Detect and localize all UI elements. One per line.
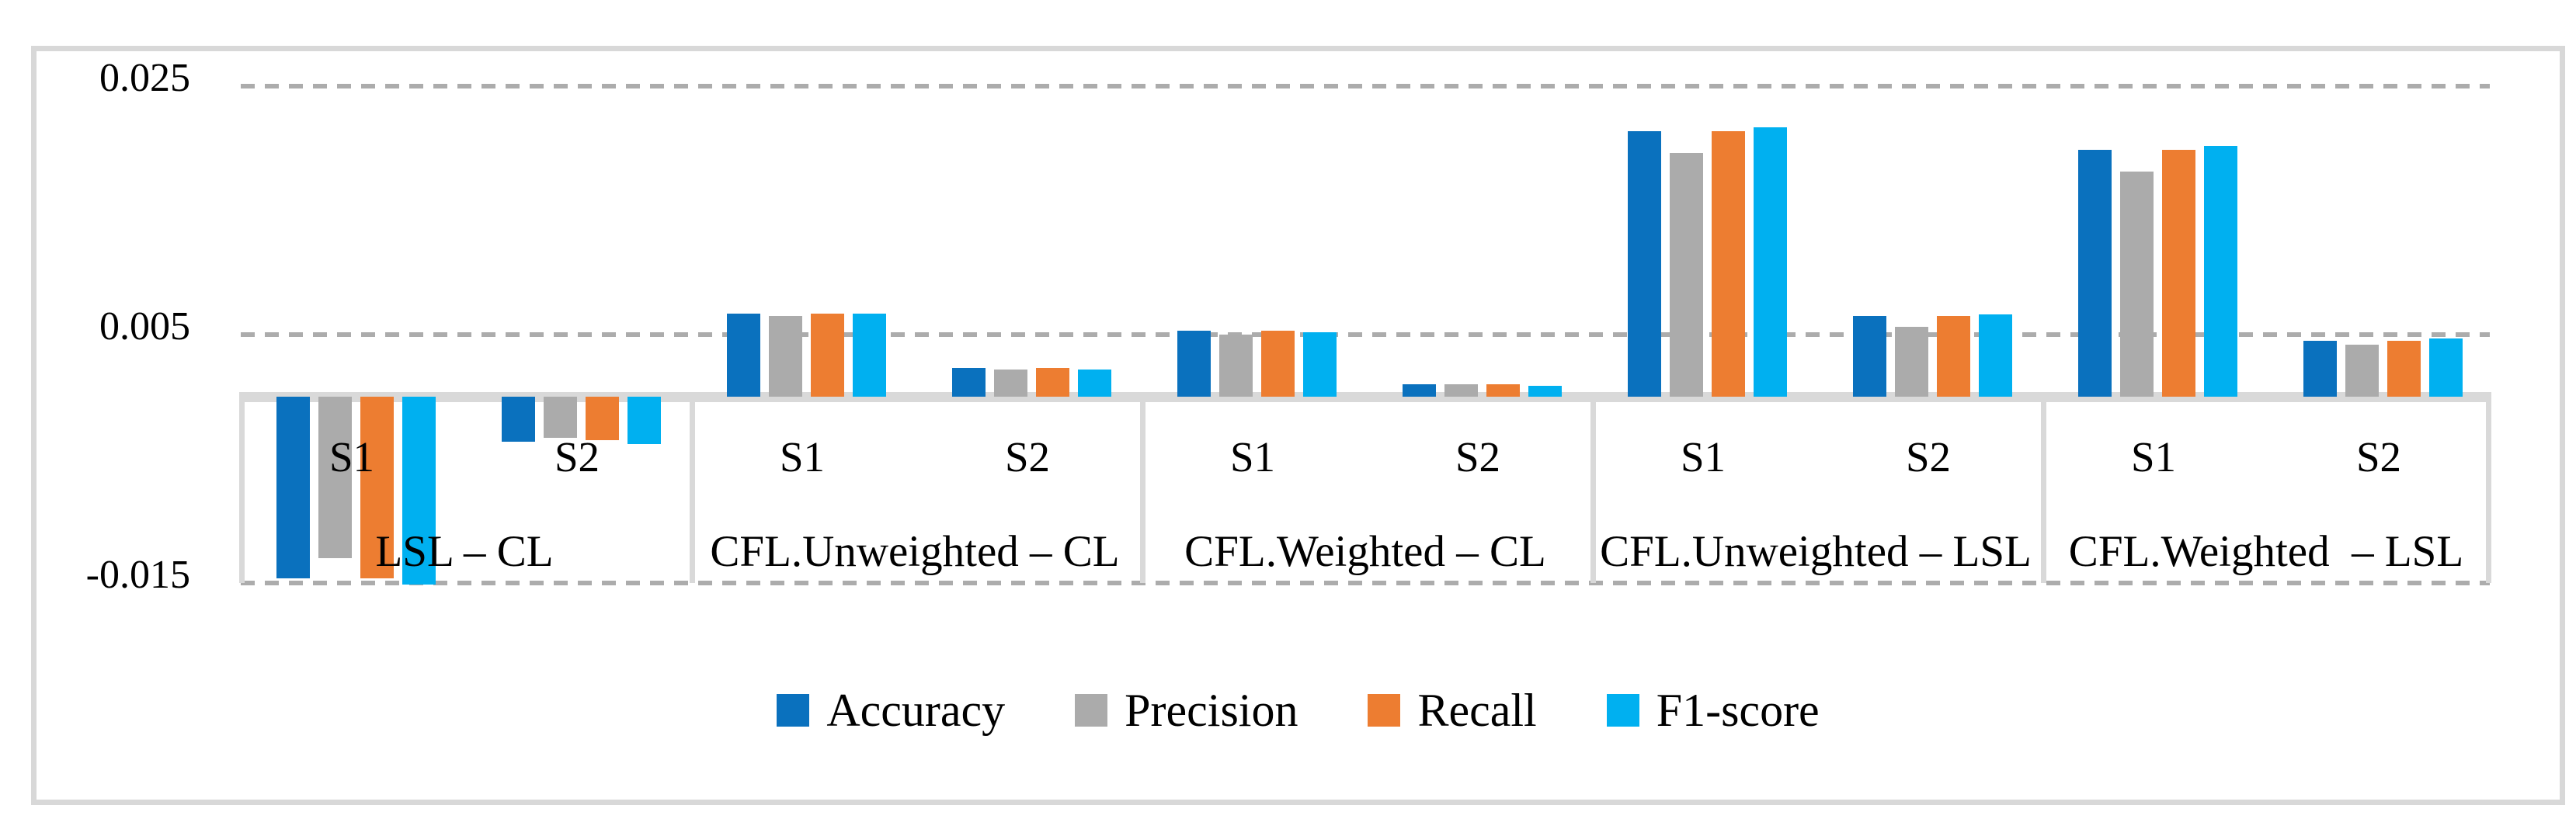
- bar-f1-score: [2429, 338, 2463, 397]
- bar-recall: [1712, 131, 1745, 397]
- bar-recall: [2387, 341, 2421, 397]
- bar-f1-score: [402, 397, 436, 585]
- x-axis-subgroup-label: S1: [1680, 433, 1726, 481]
- x-axis-subgroup-label: S1: [329, 433, 375, 481]
- bar-precision: [769, 316, 802, 397]
- bar-recall: [1486, 384, 1520, 397]
- bar-precision: [318, 397, 352, 558]
- bar-f1-score: [2204, 146, 2237, 397]
- legend-item-accuracy: Accuracy: [777, 687, 1005, 734]
- category-separator: [690, 397, 695, 583]
- legend-label: Accuracy: [826, 685, 1006, 736]
- bar-recall: [1261, 331, 1295, 397]
- bar-precision: [1219, 335, 1253, 397]
- bar-recall: [1036, 368, 1069, 397]
- gridline-0.025: [241, 84, 2490, 88]
- x-axis-subgroup-label: S2: [2355, 433, 2402, 481]
- x-axis-subgroup-label: S2: [1905, 433, 1952, 481]
- x-axis-subgroup-label: S1: [1229, 433, 1276, 481]
- legend-label: Recall: [1417, 685, 1537, 736]
- gridline-0.005: [241, 332, 2490, 337]
- bar-accuracy: [2303, 341, 2337, 397]
- bar-f1-score: [853, 314, 886, 397]
- y-axis-tick-label: -0.015: [85, 553, 190, 597]
- bar-recall: [2162, 150, 2195, 397]
- category-separator: [1140, 397, 1145, 583]
- x-axis-line: [239, 392, 2491, 402]
- x-axis-subgroup-label: S1: [779, 433, 826, 481]
- bar-accuracy: [1853, 316, 1886, 397]
- legend-item-f1-score: F1-score: [1606, 685, 1820, 736]
- legend-swatch-icon: [1075, 694, 1108, 727]
- bar-precision: [1444, 384, 1478, 397]
- legend-swatch-icon: [1606, 694, 1639, 727]
- y-axis-tick-label: 0.005: [99, 304, 190, 349]
- bar-accuracy: [1177, 331, 1211, 397]
- x-axis-subgroup-label: S2: [1004, 433, 1051, 481]
- bar-precision: [1670, 153, 1703, 397]
- legend-item-precision: Precision: [1075, 687, 1298, 734]
- bar-f1-score: [1754, 127, 1787, 397]
- x-axis-group-label: CFL.Weighted – CL: [1184, 527, 1546, 576]
- bar-accuracy: [1628, 131, 1661, 397]
- bar-precision: [994, 370, 1027, 397]
- category-separator: [2041, 397, 2046, 583]
- bar-accuracy: [1403, 384, 1436, 397]
- bar-accuracy: [952, 368, 986, 397]
- category-separator: [1590, 397, 1596, 583]
- figure-border: [31, 46, 2565, 805]
- x-axis-subgroup-label: S2: [1455, 433, 1501, 481]
- x-axis-group-label: CFL.Unweighted – CL: [710, 527, 1120, 576]
- bar-accuracy: [2078, 150, 2112, 397]
- bar-accuracy: [502, 397, 535, 442]
- bar-recall: [586, 397, 619, 440]
- bar-precision: [2345, 345, 2379, 397]
- bar-f1-score: [1979, 314, 2012, 397]
- legend-label: F1-score: [1656, 685, 1820, 736]
- legend-swatch-icon: [777, 694, 810, 727]
- bar-accuracy: [727, 314, 760, 397]
- x-axis-group-label: CFL.Weighted – LSL: [2068, 527, 2464, 576]
- bar-recall: [1937, 316, 1970, 397]
- x-axis-subgroup-label: S2: [554, 433, 600, 481]
- bar-accuracy: [276, 397, 310, 578]
- gridline--0.015: [241, 581, 2490, 585]
- bar-precision: [544, 397, 577, 438]
- bar-f1-score: [1303, 332, 1337, 397]
- category-separator: [239, 397, 245, 583]
- bar-f1-score: [1078, 370, 1111, 397]
- x-axis-group-label: LSL – CL: [375, 527, 554, 576]
- legend-item-recall: Recall: [1368, 685, 1537, 736]
- y-axis-tick-label: 0.025: [99, 56, 190, 100]
- bar-recall: [811, 314, 844, 397]
- x-axis-group-label: CFL.Unweighted – LSL: [1600, 527, 2032, 576]
- x-axis-subgroup-label: S1: [2130, 433, 2177, 481]
- bar-precision: [1895, 327, 1928, 397]
- bar-f1-score: [627, 397, 661, 444]
- bar-f1-score: [1528, 386, 1562, 397]
- category-separator: [2486, 397, 2491, 583]
- legend-label: Precision: [1125, 685, 1298, 736]
- bar-recall: [360, 397, 394, 578]
- bar-precision: [2120, 172, 2154, 397]
- legend-swatch-icon: [1368, 694, 1401, 727]
- chart-legend: Accuracy Precision Recall F1-score: [37, 686, 2560, 734]
